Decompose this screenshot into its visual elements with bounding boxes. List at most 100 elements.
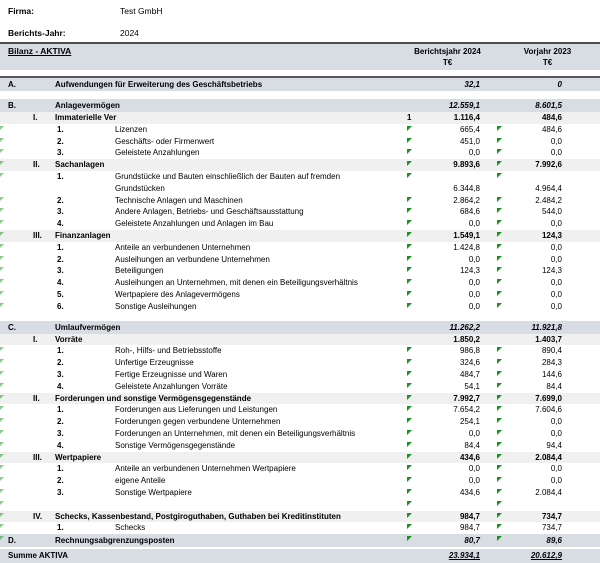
cell-vorjahr[interactable]: 2.484,2 <box>535 195 562 205</box>
cell-vorjahr[interactable]: 0,0 <box>550 476 562 486</box>
cell-berichtsjahr[interactable]: 0,0 <box>468 148 480 158</box>
cell-vorjahr[interactable]: 8.601,5 <box>535 101 562 110</box>
cell-berichtsjahr[interactable]: 434,6 <box>459 452 480 462</box>
column-gap <box>480 428 495 440</box>
cell-vorjahr[interactable]: 2.084,4 <box>535 487 562 497</box>
cell-berichtsjahr[interactable]: 1.424,8 <box>453 242 480 252</box>
cell-berichtsjahr[interactable]: 984,7 <box>459 523 480 533</box>
cell-vorjahr[interactable]: 0 <box>557 80 562 89</box>
cell-berichtsjahr[interactable]: 6.344,8 <box>453 183 480 193</box>
cell-berichtsjahr[interactable]: 0,0 <box>468 476 480 486</box>
column-gap <box>480 499 495 511</box>
cell-vorjahr[interactable]: 144,6 <box>541 369 562 379</box>
cell-vorjahr[interactable]: 1.403,7 <box>535 334 562 344</box>
cell-vorjahr[interactable]: 0,0 <box>550 254 562 264</box>
cell-berichtsjahr[interactable]: 484,7 <box>459 369 480 379</box>
cell-vorjahr[interactable]: 0,0 <box>550 464 562 474</box>
cell-vorjahr[interactable]: 2.084,4 <box>535 452 562 462</box>
cell-vorjahr[interactable]: 284,3 <box>541 358 562 368</box>
cell-vorjahr[interactable]: 11.921,8 <box>531 322 562 332</box>
cell-vorjahr[interactable]: 0,0 <box>550 289 562 299</box>
cell-vorjahr[interactable]: 124,3 <box>541 230 562 240</box>
cell-berichtsjahr[interactable]: 2.864,2 <box>453 195 480 205</box>
cell-berichtsjahr[interactable]: 0,0 <box>468 219 480 229</box>
cell-berichtsjahr[interactable]: 434,6 <box>459 487 480 497</box>
cell-berichtsjahr[interactable]: 0,0 <box>468 254 480 264</box>
marker-slot-vorjahr <box>495 124 509 136</box>
cell-berichtsjahr[interactable] <box>414 171 480 183</box>
berichtsjahr-value-cell[interactable]: 2024 <box>120 28 139 38</box>
row-roman <box>33 357 55 369</box>
right-margin <box>562 499 600 511</box>
cell-berichtsjahr[interactable]: 0,0 <box>468 301 480 311</box>
cell-berichtsjahr[interactable]: 984,7 <box>459 511 480 521</box>
cell-vorjahr[interactable]: 4.964,4 <box>535 183 562 193</box>
cell-vorjahr[interactable]: 484,6 <box>541 113 562 122</box>
cell-vorjahr[interactable]: 890,4 <box>541 346 562 356</box>
comment-marker-icon <box>497 302 502 308</box>
column-gap <box>480 334 495 346</box>
cell-vorjahr[interactable]: 544,0 <box>541 207 562 217</box>
cell-berichtsjahr[interactable]: 665,4 <box>459 124 480 134</box>
marker-slot-vorjahr <box>495 159 509 171</box>
firma-value-cell[interactable]: Test GmbH <box>120 6 163 16</box>
cell-vorjahr[interactable]: 7.699,0 <box>535 393 562 403</box>
cell-vorjahr[interactable]: 734,7 <box>541 523 562 533</box>
cell-berichtsjahr[interactable]: 7.654,2 <box>453 405 480 415</box>
cell-vorjahr[interactable]: 0,0 <box>550 148 562 158</box>
cell-vorjahr[interactable]: 7.604,6 <box>535 405 562 415</box>
marker-slot-vorjahr <box>495 195 509 207</box>
cell-berichtsjahr[interactable]: 451,0 <box>459 136 480 146</box>
cell-berichtsjahr[interactable]: 54,1 <box>464 381 480 391</box>
cell-vorjahr[interactable]: 20.612,9 <box>530 551 562 561</box>
cell-berichtsjahr[interactable]: 12.559,1 <box>448 101 480 110</box>
row-roman <box>33 277 55 289</box>
cell-vorjahr[interactable]: 0,0 <box>550 417 562 427</box>
marker-slot-berichtsjahr <box>400 277 414 289</box>
row-roman <box>33 195 55 207</box>
comment-marker-icon <box>497 488 502 494</box>
cell-berichtsjahr[interactable]: 1.116,4 <box>453 113 480 122</box>
cell-vorjahr[interactable]: 0,0 <box>550 219 562 229</box>
marker-slot-berichtsjahr <box>400 78 414 91</box>
marker-slot-berichtsjahr <box>400 511 414 523</box>
cell-vorjahr[interactable]: 484,6 <box>541 124 562 134</box>
cell-vorjahr[interactable] <box>509 171 562 183</box>
cell-berichtsjahr[interactable]: 0,0 <box>468 464 480 474</box>
cell-berichtsjahr[interactable]: 9.893,6 <box>453 160 480 170</box>
cell-berichtsjahr[interactable]: 986,8 <box>459 346 480 356</box>
cell-berichtsjahr[interactable]: 84,4 <box>464 440 480 450</box>
cell-vorjahr[interactable]: 0,0 <box>550 136 562 146</box>
comment-marker-icon <box>497 243 502 249</box>
cell-berichtsjahr[interactable]: 32,1 <box>464 80 480 89</box>
cell-vorjahr[interactable]: 94,4 <box>546 440 562 450</box>
cell-vorjahr[interactable] <box>509 499 562 511</box>
cell-vorjahr[interactable]: 7.992,6 <box>535 160 562 170</box>
cell-vorjahr[interactable]: 124,3 <box>541 266 562 276</box>
cell-berichtsjahr[interactable]: 684,6 <box>459 207 480 217</box>
cell-berichtsjahr[interactable]: 0,0 <box>468 278 480 288</box>
cell-berichtsjahr[interactable]: 124,3 <box>459 266 480 276</box>
right-margin <box>562 147 600 159</box>
cell-berichtsjahr[interactable]: 23.934,1 <box>448 551 480 561</box>
cell-vorjahr[interactable]: 0,0 <box>550 428 562 438</box>
row-label: Wertpapiere <box>55 452 102 462</box>
cell-vorjahr[interactable]: 734,7 <box>541 511 562 521</box>
cell-berichtsjahr[interactable]: 11.262,2 <box>449 322 480 332</box>
cell-berichtsjahr[interactable]: 254,1 <box>459 417 480 427</box>
cell-vorjahr[interactable]: 89,6 <box>546 536 562 546</box>
cell-vorjahr[interactable]: 0,0 <box>550 242 562 252</box>
cell-berichtsjahr[interactable]: 7.992,7 <box>453 393 480 403</box>
cell-berichtsjahr[interactable]: 1.549,1 <box>453 230 480 240</box>
cell-berichtsjahr[interactable] <box>414 499 480 511</box>
cell-vorjahr[interactable]: 84,4 <box>546 381 562 391</box>
comment-marker-icon <box>407 255 412 261</box>
row-letter <box>0 230 33 242</box>
cell-berichtsjahr[interactable]: 0,0 <box>468 289 480 299</box>
cell-berichtsjahr[interactable]: 324,6 <box>459 358 480 368</box>
cell-vorjahr[interactable]: 0,0 <box>550 278 562 288</box>
cell-berichtsjahr[interactable]: 0,0 <box>468 428 480 438</box>
cell-vorjahr[interactable]: 0,0 <box>550 301 562 311</box>
cell-berichtsjahr[interactable]: 80,7 <box>464 536 480 546</box>
cell-berichtsjahr[interactable]: 1.850,2 <box>453 334 480 344</box>
